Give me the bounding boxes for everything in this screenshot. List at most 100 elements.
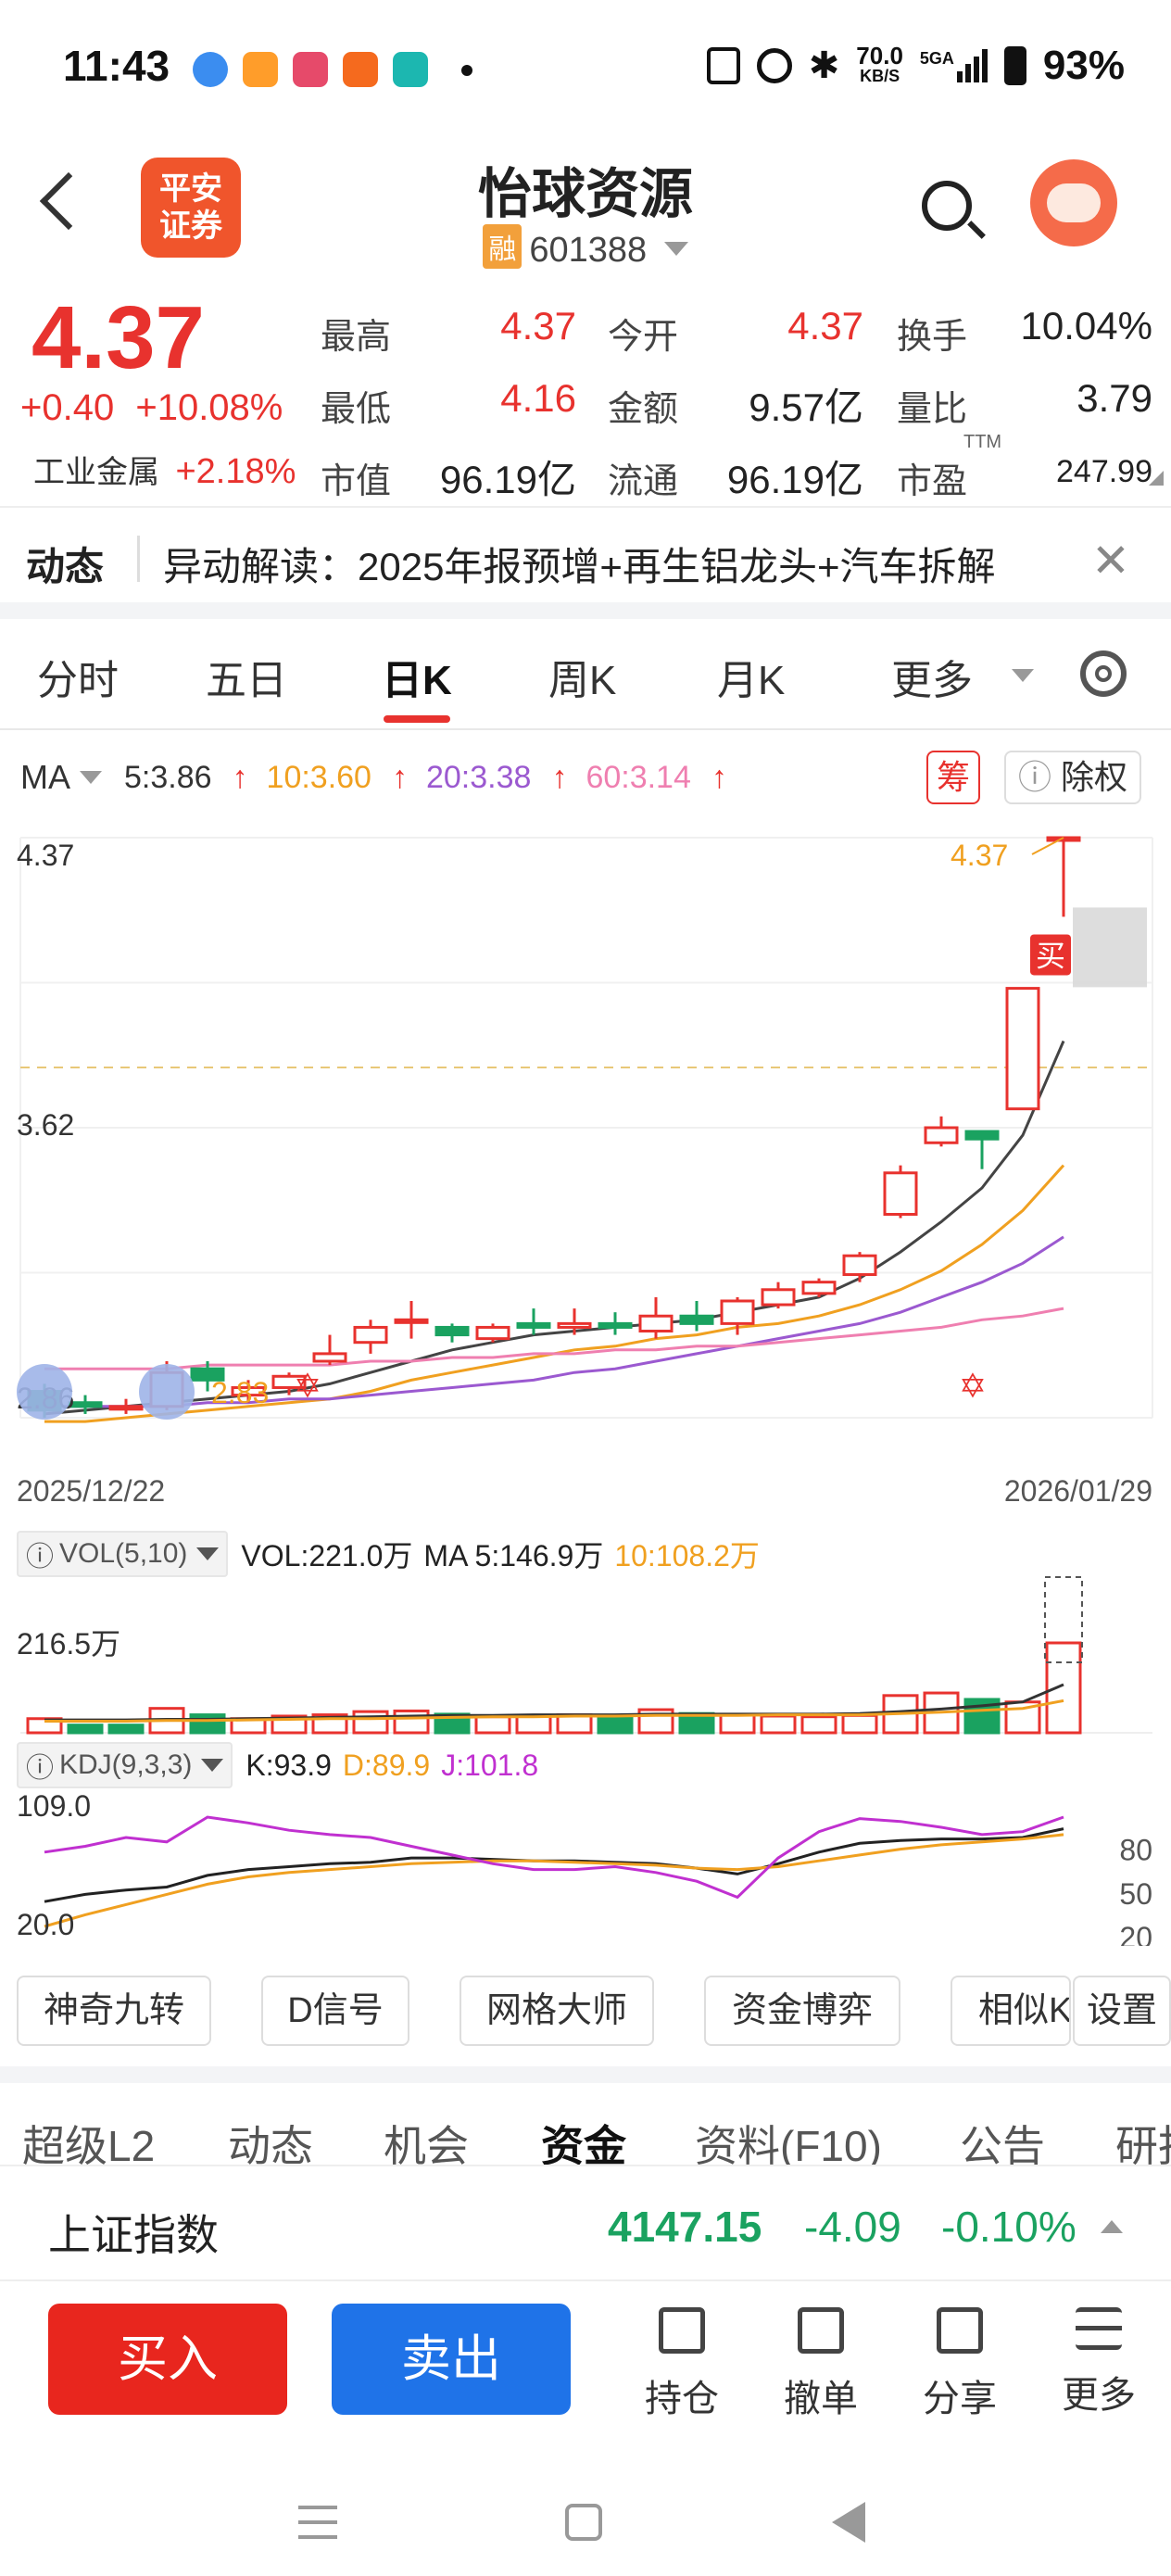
app-notification-icon [193,52,228,87]
news-banner[interactable]: 动态 异动解读：2025年报预增+再生铝龙头+汽车拆解 ✕ [0,506,1171,608]
index-value: 4147.15 [608,2203,762,2251]
chips-button[interactable]: 筹 [926,751,980,804]
candle-body [842,1254,877,1277]
sector-name: 工业金属 [33,455,159,490]
kdj-label: KDJ(9,3,3) [59,1749,193,1780]
volume-bar [800,1715,837,1735]
kdj-level-20: 20 [1119,1921,1152,1946]
change-value: +0.40 [20,387,115,428]
y-axis-max-label: 4.37 [17,839,74,872]
index-change-pct: -0.10% [941,2203,1077,2251]
stat-label: 金额 [608,390,679,429]
buy-marker-badge [1030,934,1071,976]
index-ticker[interactable]: 上证指数 4147.15 -4.09 -0.10% [0,2165,1171,2279]
tool-d-signal[interactable]: D信号 [261,1976,409,2046]
candle-body [964,1130,1000,1141]
tab-weekly-k[interactable]: 周K [548,658,617,703]
stock-code: 601388 [529,231,648,270]
kdj-level-80: 80 [1119,1834,1152,1867]
tool-settings[interactable]: 设置 [1073,1976,1171,2046]
menu-icon [1076,2307,1122,2350]
sector-row[interactable]: 工业金属 +2.18% [33,447,296,492]
volume-bar [107,1724,145,1735]
battery-percent: 93% [1042,43,1125,88]
broker-logo[interactable]: 平安 证券 [141,158,241,258]
ma-legend-entry: 60:3.14 ↑ [586,760,726,796]
back-nav-icon[interactable] [832,2502,865,2543]
tab-daily-k[interactable]: 日K [382,658,452,703]
tab-more[interactable]: 更多 [891,658,973,703]
ma-legend-entry: 5:3.86 ↑ [124,760,248,796]
vol-legend: ⓘ VOL(5,10) VOL:221.0万 MA 5:146.9万 10:10… [17,1529,760,1579]
exright-label: 除权 [1061,758,1128,796]
candle-body [394,1318,429,1324]
share-button[interactable]: 分享 [904,2307,1015,2422]
tab-super-l2[interactable]: 超级L2 [22,2122,156,2170]
candle-body [271,1374,307,1389]
ma-legend-item: 60:3.14 [586,759,691,795]
range-highlight [1073,907,1147,988]
info-icon: ⓘ [1017,758,1051,796]
buy-button[interactable]: 买入 [48,2304,287,2415]
news-text[interactable]: 异动解读：2025年报预增+再生铝龙头+汽车拆解 [163,545,996,588]
up-arrow-icon: ↑ [391,759,408,795]
tool-similar-k[interactable]: 相似K [951,1976,1071,2046]
menu-nav-icon[interactable] [298,2506,337,2539]
pe-ttm-label: TTM [963,432,1002,452]
kdj-level-50: 50 [1119,1877,1152,1911]
info-tabs: 超级L2 动态 机会 资金 资料(F10) 公告 研报 [0,2076,1171,2170]
expand-corner-icon[interactable] [1149,471,1164,486]
chevron-up-icon[interactable] [1101,2220,1123,2233]
volume-bar [1045,1641,1082,1735]
event-star-icon: ✡ [959,1368,987,1406]
tab-monthly-k[interactable]: 月K [717,658,786,703]
positions-button[interactable]: 持仓 [626,2307,737,2422]
gear-icon[interactable] [1080,650,1127,697]
home-nav-icon[interactable] [565,2504,602,2541]
header: 平安 证券 怡球资源 融 601388 [0,139,1171,287]
tab-opportunity[interactable]: 机会 [384,2122,469,2170]
tab-research[interactable]: 研报 [1115,2122,1171,2170]
y-axis-mid-label: 3.62 [17,1108,74,1142]
sector-change: +2.18% [175,452,296,491]
ma-legend-entry: 20:3.38 ↑ [426,760,567,796]
tool-grid-master[interactable]: 网格大师 [460,1976,654,2046]
more-button[interactable]: 更多 [1043,2307,1154,2418]
alarm-icon [756,48,792,83]
candle-body [679,1314,714,1325]
cancel-order-button[interactable]: 撤单 [765,2307,876,2422]
tool-nine-turn[interactable]: 神奇九转 [17,1976,211,2046]
tab-f10[interactable]: 资料(F10) [695,2122,882,2170]
stat-value: 96.19亿 [439,458,576,501]
clock: 11:43 [63,42,170,90]
assistant-avatar[interactable] [1030,159,1117,246]
vol-selector[interactable]: ⓘ VOL(5,10) [17,1531,229,1577]
candle-body [557,1321,592,1329]
exright-button[interactable]: ⓘ 除权 [1004,751,1141,804]
stat-label: 流通 [608,462,679,501]
stat-value: 4.37 [500,304,576,347]
sell-button[interactable]: 卖出 [332,2304,571,2415]
tab-announcements[interactable]: 公告 [960,2122,1045,2170]
tab-intraday[interactable]: 分时 [37,658,119,703]
tab-capital[interactable]: 资金 [541,2122,626,2170]
stock-code-row[interactable]: 融 601388 [0,224,1171,271]
stat-value: 3.79 [1077,376,1152,420]
ma-legend-item: 5:3.86 [124,759,212,795]
candle-body [516,1321,551,1329]
volume-bar [841,1713,878,1735]
close-icon[interactable]: ✕ [1091,535,1130,587]
stat-label: 量比 [897,390,968,429]
search-icon[interactable] [922,181,972,231]
vol-ma5: MA 5:146.9万 [423,1539,604,1572]
kdj-selector[interactable]: ⓘ KDJ(9,3,3) [17,1742,233,1788]
ma-legend[interactable]: MA 5:3.86 ↑ 10:3.60 ↑ 20:3.38 ↑ 60:3.14 ↑ [20,758,746,797]
chevron-down-icon [201,1759,224,1772]
tool-capital-game[interactable]: 资金博弈 [704,1976,900,2046]
tab-news[interactable]: 动态 [228,2122,313,2170]
quote-panel: 4.37 +0.40 +10.08% 工业金属 +2.18% 最高 4.37 今开 4… [0,287,1171,501]
change-percent: +10.08% [135,387,283,428]
tab-five-day[interactable]: 五日 [206,658,287,703]
cancel-order-icon [798,2307,844,2354]
kline-chart[interactable]: 4.373.622.864.372.83买✡✡2025/12/222026/01… [0,815,1171,1946]
